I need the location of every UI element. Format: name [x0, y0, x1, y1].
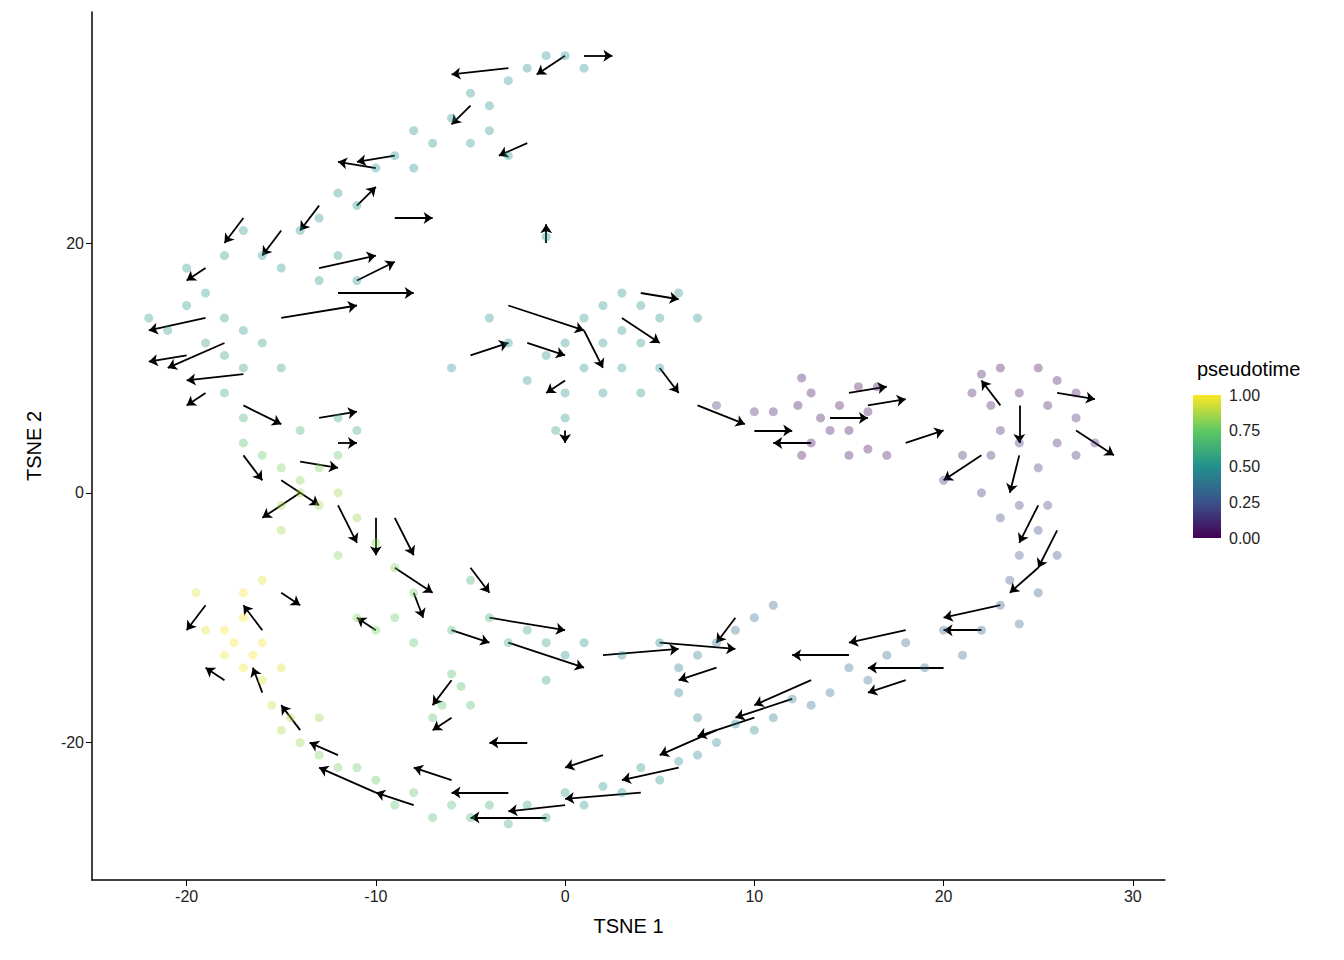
svg-text:0: 0 — [75, 484, 84, 501]
svg-text:-20: -20 — [175, 888, 198, 905]
svg-text:0.50: 0.50 — [1229, 458, 1260, 475]
svg-text:0: 0 — [561, 888, 570, 905]
svg-text:0.75: 0.75 — [1229, 422, 1260, 439]
svg-text:-20: -20 — [61, 734, 84, 751]
svg-text:TSNE 2: TSNE 2 — [23, 411, 45, 481]
svg-text:-10: -10 — [364, 888, 387, 905]
svg-text:pseudotime: pseudotime — [1197, 358, 1300, 380]
svg-text:10: 10 — [745, 888, 763, 905]
svg-text:0.25: 0.25 — [1229, 494, 1260, 511]
svg-text:TSNE 1: TSNE 1 — [593, 915, 663, 937]
svg-text:20: 20 — [935, 888, 953, 905]
svg-text:1.00: 1.00 — [1229, 387, 1260, 404]
svg-text:30: 30 — [1124, 888, 1142, 905]
svg-text:20: 20 — [66, 235, 84, 252]
svg-text:0.00: 0.00 — [1229, 530, 1260, 547]
